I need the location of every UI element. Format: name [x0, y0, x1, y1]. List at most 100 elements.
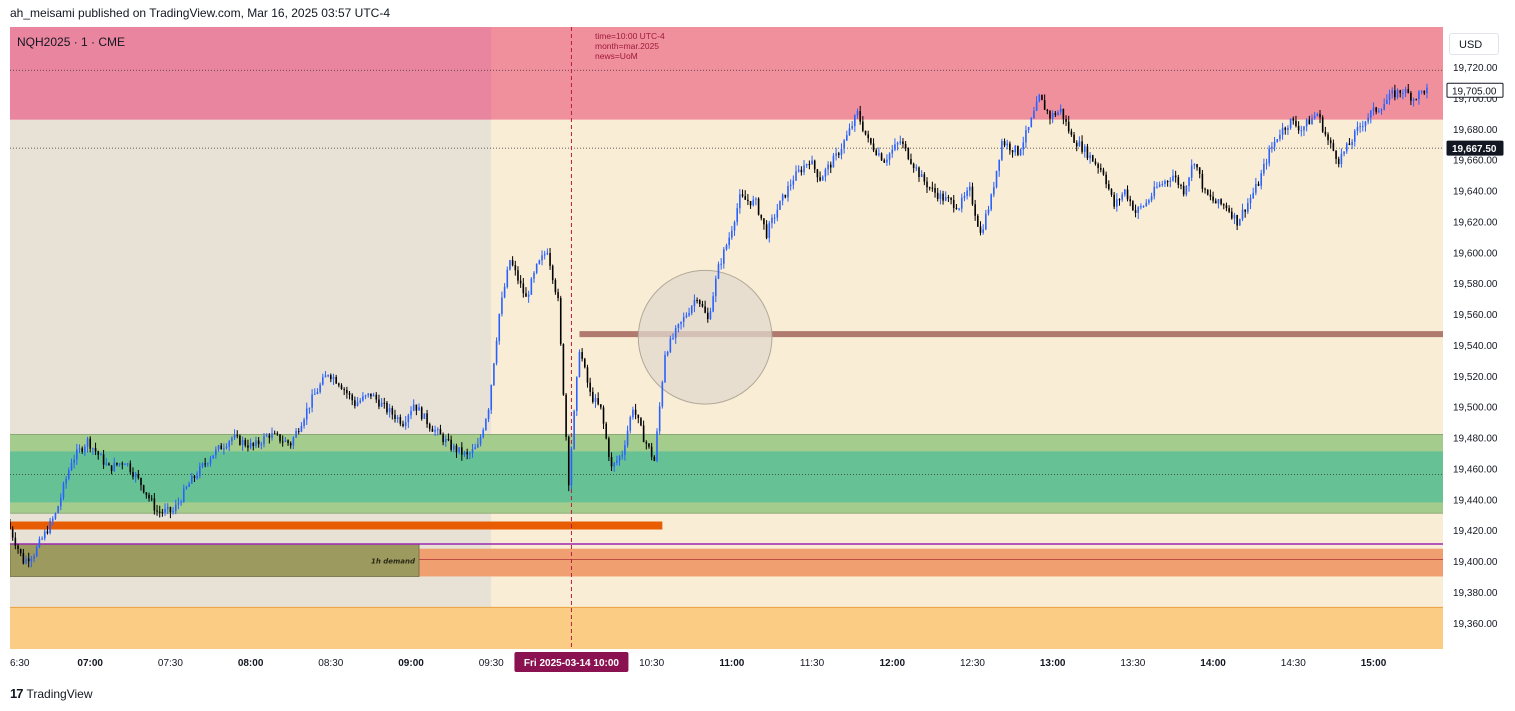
candle-body [741, 194, 744, 197]
candle-body [1394, 90, 1396, 98]
candle-body [1110, 189, 1113, 195]
candle-body [62, 483, 65, 498]
candle-body [450, 439, 452, 450]
candle-body [204, 463, 206, 465]
candle-body [717, 264, 720, 279]
candle-body [364, 395, 367, 397]
candle-body [744, 196, 747, 200]
candle-body [239, 435, 241, 445]
candle-body [1142, 206, 1145, 208]
candle-body [255, 440, 257, 447]
currency-selector[interactable]: USD [1449, 33, 1499, 55]
candle-body [787, 186, 789, 198]
candle-body [1019, 149, 1022, 155]
chart-area[interactable]: 1h demand 19,360.00 19,380.00 19,400.00 19,4… [10, 27, 1505, 676]
candle-body [351, 394, 354, 401]
candle-body [142, 485, 145, 493]
candle-body [19, 548, 22, 554]
candle-body [1337, 158, 1340, 165]
event-annotation: time=10:00 UTC-4 month=mar.2025 news=UoM [595, 31, 665, 61]
candle-body [1140, 206, 1142, 208]
candle-body [463, 452, 466, 455]
candle-body [990, 194, 992, 210]
candle-body [495, 340, 498, 364]
candle-body [979, 226, 982, 233]
candle-body [1022, 142, 1025, 150]
candle-body [391, 408, 394, 415]
candle-body [533, 272, 535, 279]
candle-body [1292, 118, 1295, 121]
candle-body [907, 148, 910, 160]
candle-body [835, 153, 837, 156]
candle-body [102, 454, 105, 465]
y-tick-label: 19,440.00 [1453, 495, 1498, 506]
candle-body [207, 463, 209, 465]
candle-body [1241, 209, 1244, 220]
candle-body [354, 400, 356, 406]
candle-body [1220, 199, 1222, 205]
candle-body [950, 198, 952, 200]
candle-body [281, 441, 284, 443]
candle-body [153, 498, 156, 511]
candle-body [1343, 151, 1345, 154]
candle-body [723, 249, 725, 264]
candle-body [1391, 90, 1394, 94]
candle-body [169, 507, 172, 513]
candlestick-chart[interactable]: 1h demand 19,360.00 19,380.00 19,400.00 19,4… [10, 27, 1505, 676]
candle-body [910, 159, 912, 164]
candle-body [244, 440, 247, 446]
candle-body [30, 558, 33, 562]
candle-body [110, 465, 113, 472]
candle-body [1108, 184, 1110, 190]
footer-brand[interactable]: 17 TradingView [10, 686, 93, 701]
candle-body [1041, 94, 1043, 101]
candle-body [1257, 183, 1260, 186]
candle-body [321, 377, 324, 385]
candle-body [559, 298, 562, 345]
candle-body [1228, 208, 1230, 212]
candle-body [677, 324, 680, 329]
candle-body [1289, 118, 1292, 129]
y-tick-label: 19,400.00 [1453, 557, 1498, 568]
candle-body [1153, 186, 1156, 197]
candle-body [527, 294, 530, 297]
candle-body [372, 394, 375, 397]
candle-body [461, 447, 463, 455]
y-tick-label: 19,580.00 [1453, 279, 1498, 290]
candle-body [666, 352, 669, 355]
demand-box-label: 1h demand [371, 557, 416, 565]
candle-body [926, 181, 928, 188]
candle-body [1356, 126, 1359, 131]
candle-body [1345, 143, 1348, 152]
candle-body [38, 539, 41, 547]
candle-body [567, 436, 570, 486]
candle-body [180, 501, 182, 503]
candle-body [1078, 141, 1081, 147]
candle-body [166, 507, 169, 509]
candle-body [1057, 111, 1059, 116]
candle-body [257, 440, 260, 445]
candle-body [396, 417, 399, 419]
candle-body [645, 442, 648, 444]
candle-body [439, 429, 442, 435]
candle-body [693, 300, 696, 307]
candle-body [10, 522, 11, 529]
candle-body [632, 409, 634, 418]
candle-body [621, 454, 624, 457]
candle-body [1089, 155, 1091, 159]
candle-body [335, 377, 337, 384]
candle-body [1375, 107, 1377, 112]
candle-body [1003, 141, 1006, 146]
candle-body [1300, 130, 1303, 132]
candle-body [971, 186, 974, 205]
x-tick-label: 10:30 [639, 658, 664, 669]
candle-body [479, 437, 482, 445]
y-tick-label: 19,360.00 [1453, 619, 1498, 630]
candle-body [511, 260, 514, 266]
candle-body [1372, 107, 1375, 111]
candle-body [1359, 126, 1361, 128]
candle-body [1378, 110, 1380, 112]
candle-body [1134, 210, 1137, 213]
symbol-label[interactable]: NQH2025 · 1 · CME [17, 35, 126, 49]
candle-body [124, 464, 126, 466]
